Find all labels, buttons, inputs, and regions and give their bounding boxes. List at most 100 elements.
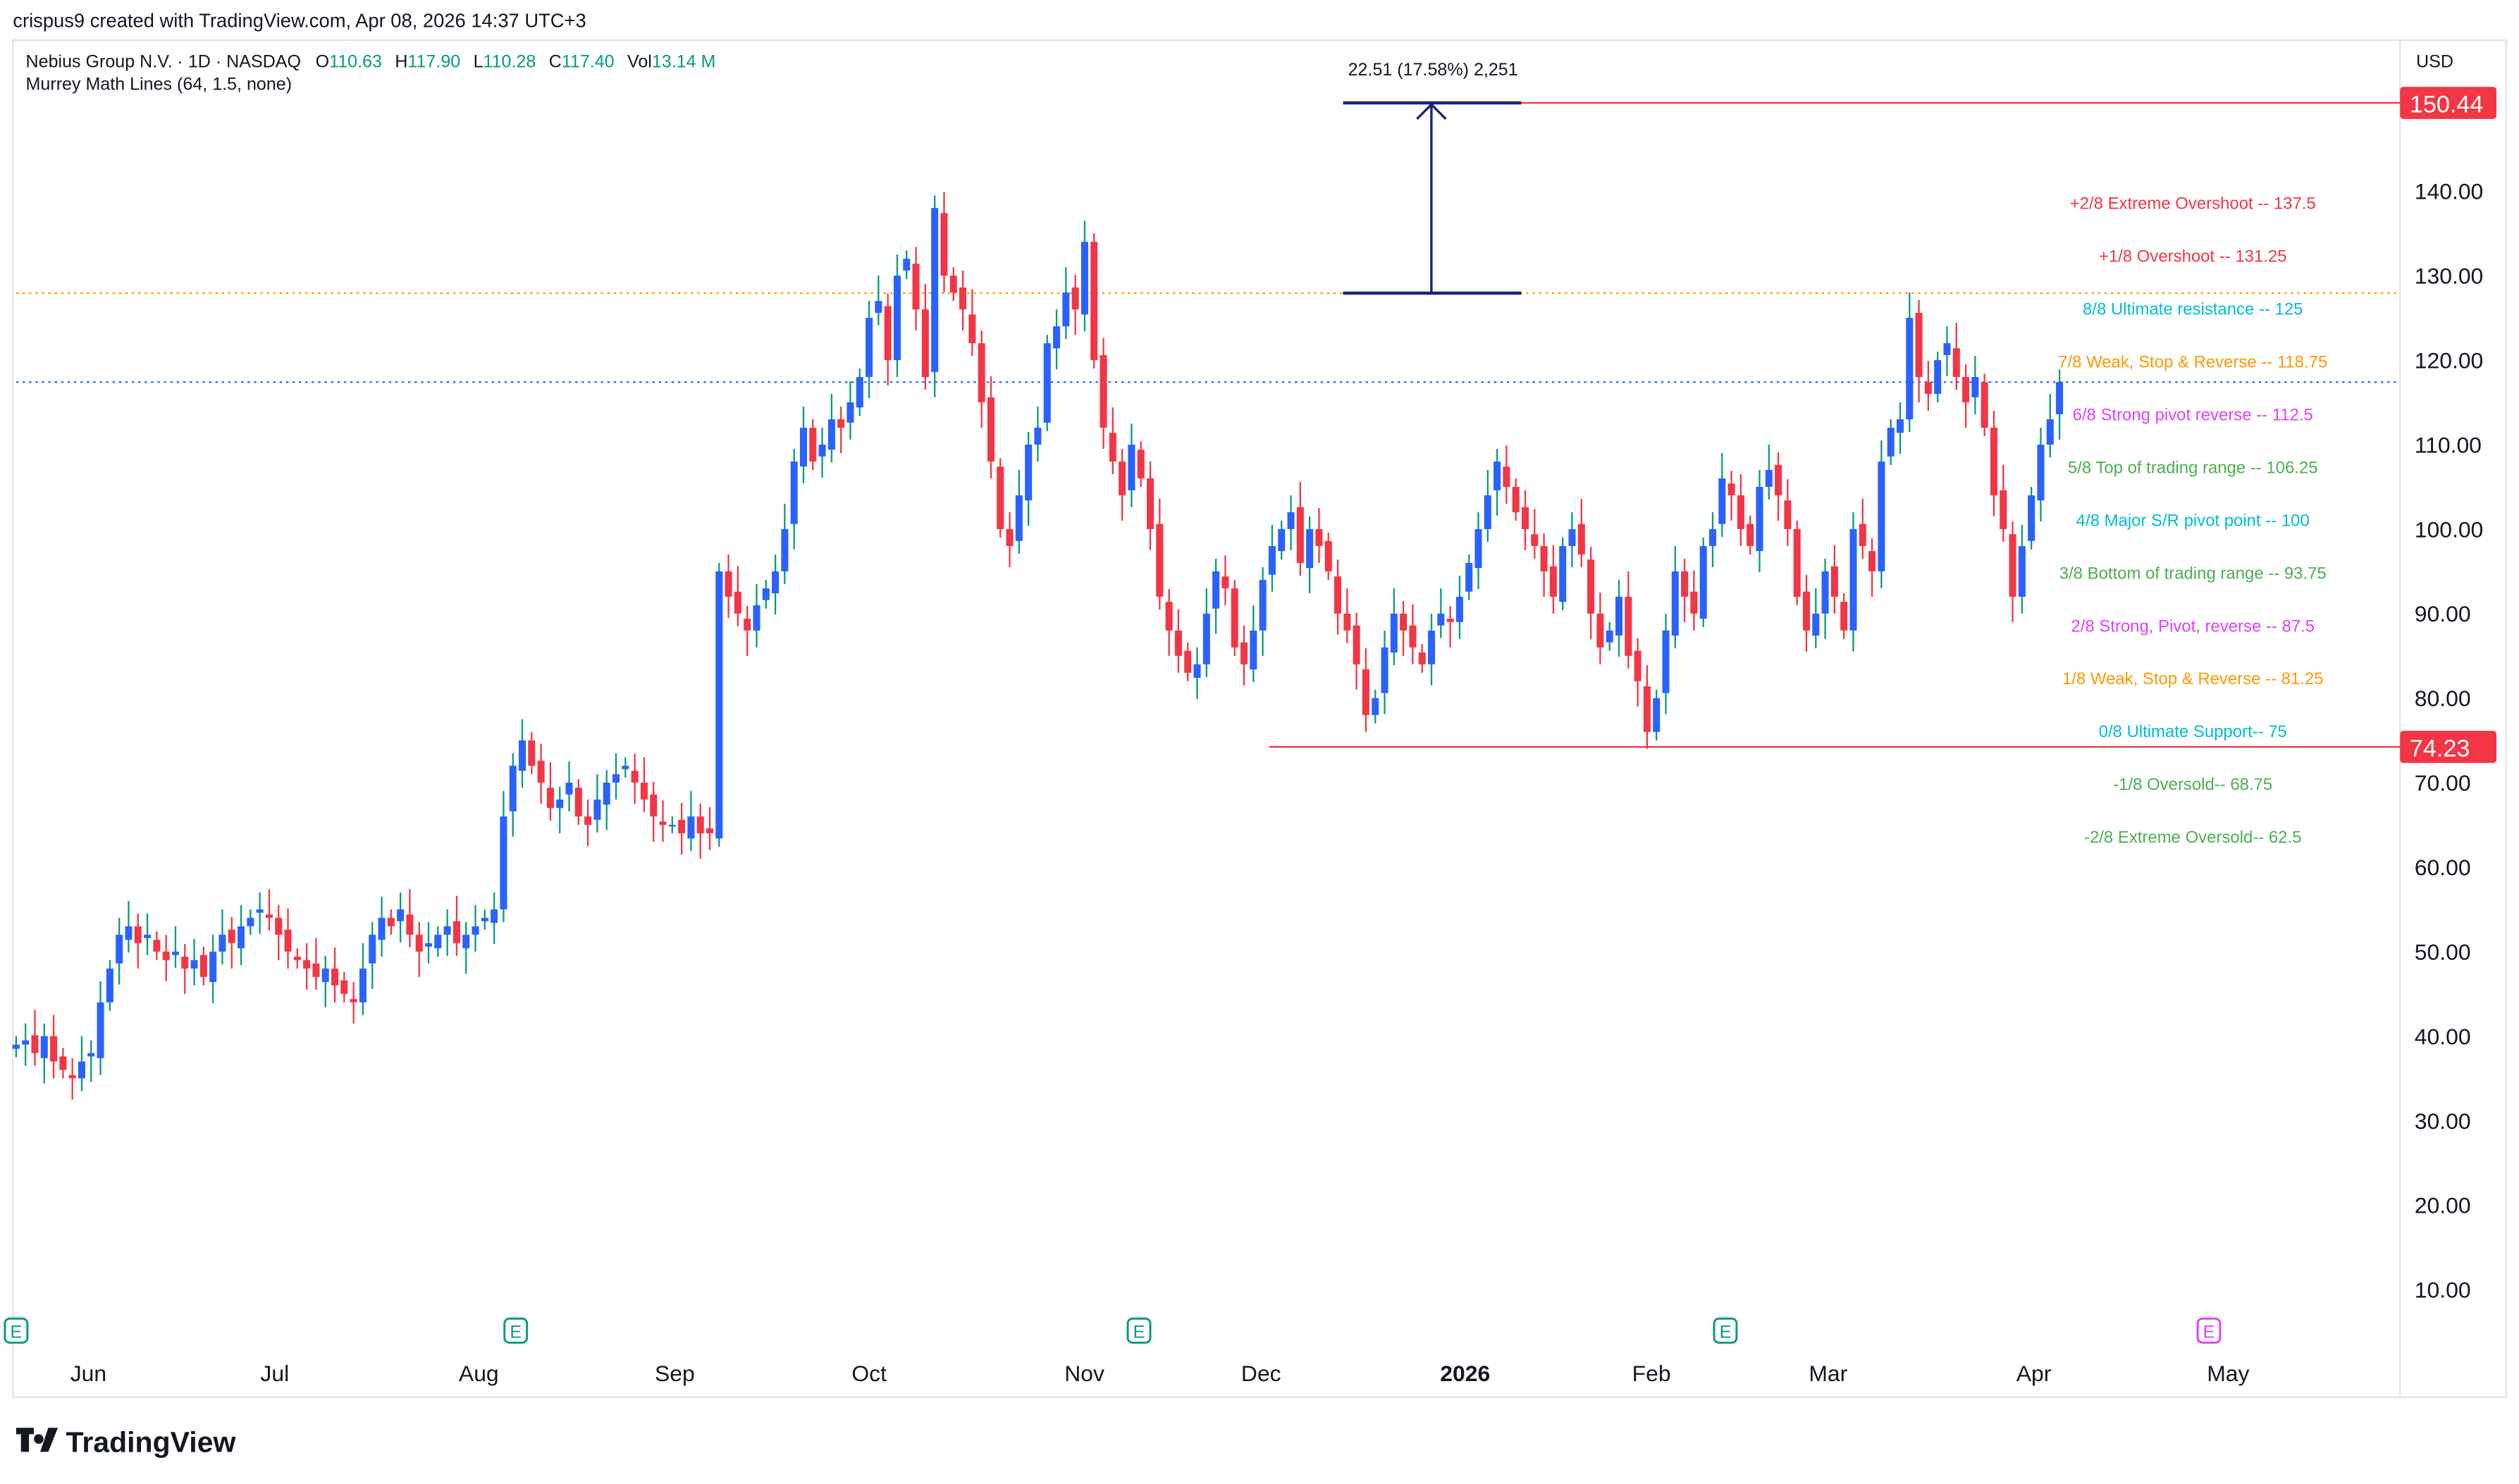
candle [1521, 490, 1529, 550]
candle-body [1287, 512, 1295, 529]
candle-body [199, 955, 207, 977]
candle-body [1718, 478, 1726, 524]
candle-body [443, 926, 451, 935]
candle [2046, 394, 2054, 457]
legend-line: Nebius Group N.V. · 1D · NASDAQ O110.63 … [26, 52, 716, 72]
candle [1493, 448, 1501, 516]
candle-body [706, 828, 714, 834]
candle [171, 926, 179, 968]
candle-body [1971, 377, 1979, 397]
candle-body [809, 428, 817, 462]
candle-body [1765, 469, 1773, 487]
candle [1559, 537, 1567, 611]
earnings-icon[interactable]: E [2196, 1317, 2222, 1344]
earnings-icon[interactable]: E [1126, 1317, 1152, 1344]
candle [1708, 512, 1717, 567]
candle-body [2028, 495, 2035, 541]
candle [875, 276, 882, 326]
candle [1943, 326, 1951, 376]
candle-body [321, 968, 329, 982]
tradingview-logo[interactable]: TradingView [16, 1426, 236, 1458]
candle-body [134, 926, 142, 944]
candle-body [312, 963, 320, 977]
arrow-up-icon [1416, 102, 1447, 120]
candle-body [1596, 613, 1604, 648]
candle [1193, 647, 1201, 699]
time-axis[interactable]: Jun Jul Aug Sep Oct Nov Dec 2026 Feb Mar Apr May [70, 1361, 2250, 1386]
candle-body [1362, 669, 1369, 715]
candle-body [1577, 524, 1585, 555]
candle-body [884, 306, 892, 361]
candle [696, 803, 704, 859]
candle [1240, 625, 1248, 686]
candle [1606, 622, 1613, 651]
candle-body [434, 934, 442, 948]
candle [809, 419, 817, 470]
candle [940, 192, 948, 293]
candle [574, 779, 582, 825]
candle-body [350, 998, 357, 1003]
candle-body [1437, 613, 1445, 626]
candle-body [144, 934, 152, 939]
time-tick-label: Apr [2016, 1361, 2052, 1386]
candle [1296, 481, 1304, 576]
candle-body [340, 980, 348, 994]
time-tick-label: May [2207, 1361, 2249, 1386]
indicator-legend[interactable]: Murrey Math Lines (64, 1.5, none) [26, 75, 292, 94]
candle-body [1784, 500, 1792, 529]
candle [50, 1015, 58, 1079]
candle [1512, 478, 1520, 521]
candle [303, 943, 311, 990]
candle [1184, 642, 1192, 681]
earnings-icon[interactable]: E [4, 1317, 29, 1344]
earnings-icon[interactable]: E [1713, 1317, 1738, 1344]
price-marker-badge [2400, 87, 2496, 119]
candle [1793, 520, 1801, 605]
candle [68, 1058, 76, 1100]
candle [312, 938, 320, 990]
close-value: 117.40 [562, 52, 615, 72]
candle [12, 1036, 20, 1058]
candle-body [1455, 596, 1463, 622]
candle-body [491, 909, 498, 923]
earnings-icon[interactable]: E [503, 1317, 529, 1344]
candle [22, 1023, 30, 1066]
price-axis[interactable]: USD 140.00 130.00 120.00 110.00 100.00 90.00 8… [2400, 52, 2496, 1303]
candle-body [1259, 579, 1267, 631]
candle [612, 753, 620, 800]
candle-body [509, 765, 517, 812]
candle [1971, 356, 1979, 414]
candle-body [1034, 428, 1042, 445]
candle [397, 892, 405, 943]
candle-body [1400, 613, 1408, 631]
candle-body [171, 951, 179, 956]
candle [1109, 407, 1116, 474]
murrey-label: 0/8 Ultimate Support-- 75 [2099, 722, 2287, 741]
earnings-letter: E [1720, 1323, 1732, 1342]
price-range-measure[interactable]: 22.51 (17.58%) 2,251 [1343, 60, 1522, 295]
volume-label: Vol [627, 52, 652, 72]
candle-body [1202, 613, 1210, 664]
candle [1737, 474, 1744, 546]
candle [1484, 469, 1491, 542]
candle-body [1878, 461, 1885, 571]
price-tick-label: 80.00 [2415, 686, 2471, 711]
symbol-label[interactable]: Nebius Group N.V. · 1D · NASDAQ [26, 52, 301, 72]
candle-body [1653, 698, 1661, 732]
candle [912, 247, 920, 331]
candle-body [1906, 318, 1914, 420]
candle [116, 917, 123, 985]
candle-body [1549, 566, 1557, 597]
candle-body [640, 782, 648, 800]
candle [715, 562, 723, 847]
candle-body [1493, 461, 1501, 490]
candle [593, 774, 601, 833]
candle [1090, 233, 1098, 369]
candle [144, 913, 152, 956]
candle [293, 948, 301, 969]
candle-body [228, 929, 235, 944]
candle-body [1465, 562, 1473, 592]
time-tick-label: Jun [70, 1361, 106, 1386]
candle [1981, 373, 1988, 436]
